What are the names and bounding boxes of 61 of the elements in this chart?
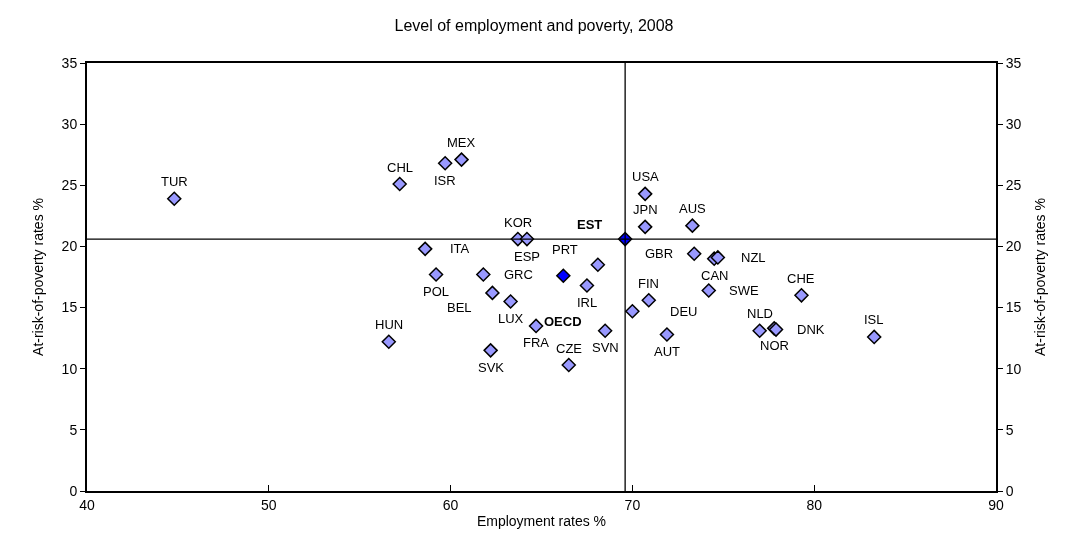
annotation: CHL xyxy=(387,160,414,175)
annotation: MEX xyxy=(447,135,476,150)
chart-title: Level of employment and poverty, 2008 xyxy=(394,16,674,34)
annotation: CHE xyxy=(787,271,815,286)
y-tick-label: 20 xyxy=(61,238,78,255)
y-tick-label: 15 xyxy=(61,299,78,316)
annotation: NLD xyxy=(747,306,774,321)
y2-tick-label: 10 xyxy=(1005,360,1022,377)
y-tick-label: 5 xyxy=(69,421,78,438)
annotation: IRL xyxy=(577,295,598,310)
annotation: ITA xyxy=(450,241,470,256)
annotation: KOR xyxy=(504,215,533,230)
x-tick-label: 80 xyxy=(806,496,823,513)
y2-tick-label: 30 xyxy=(1005,116,1022,133)
annotation: DEU xyxy=(670,304,698,319)
annotation: SVK xyxy=(478,360,505,375)
x-tick-label: 40 xyxy=(79,496,95,513)
y-tick-label: 35 xyxy=(61,54,78,71)
annotation: ISR xyxy=(434,173,456,188)
annotation: SVN xyxy=(592,340,619,355)
y2-tick-label: 15 xyxy=(1005,299,1022,316)
x-axis-title: Employment rates % xyxy=(476,512,607,529)
annotation: GRC xyxy=(504,267,533,282)
annotation: HUN xyxy=(375,317,404,332)
y-tick-label: 0 xyxy=(69,482,78,499)
y-axis-title: At-risk-of-poverty rates % xyxy=(29,198,46,356)
annotation: GBR xyxy=(645,246,674,261)
y2-tick-label: 0 xyxy=(1005,482,1014,499)
annotation: TUR xyxy=(161,174,188,189)
y2-tick-label: 5 xyxy=(1005,421,1014,438)
y2-tick-label: 35 xyxy=(1005,54,1022,71)
annotation: POL xyxy=(423,284,450,299)
y-tick-label: 25 xyxy=(61,177,78,194)
x-tick-label: 50 xyxy=(261,496,277,513)
y-tick-label: 30 xyxy=(61,116,78,133)
annotation: SWE xyxy=(729,283,759,298)
y2-tick-label: 25 xyxy=(1005,177,1022,194)
annotation: AUT xyxy=(654,344,681,359)
annotation: PRT xyxy=(552,242,578,257)
annotation: FIN xyxy=(638,276,659,291)
annotation: NOR xyxy=(760,338,789,353)
x-tick-label: 60 xyxy=(442,496,459,513)
y2-axis-title: At-risk-of-poverty rates % xyxy=(1032,198,1049,356)
annotation: OECD xyxy=(544,314,582,329)
y-tick-label: 10 xyxy=(61,360,78,377)
annotation: LUX xyxy=(498,311,524,326)
annotation: CZE xyxy=(556,341,583,356)
annotation: FRA xyxy=(523,335,550,350)
annotation: ESP xyxy=(514,249,541,264)
annotation: JPN xyxy=(633,202,658,217)
annotation: DNK xyxy=(797,322,825,337)
x-tick-label: 90 xyxy=(988,496,1004,513)
x-tick-label: 70 xyxy=(624,496,641,513)
annotation: ISL xyxy=(864,312,884,327)
annotation: BEL xyxy=(447,300,472,315)
annotation: NZL xyxy=(741,250,766,265)
annotation: CAN xyxy=(701,268,729,283)
annotation: AUS xyxy=(679,201,707,216)
y2-tick-label: 20 xyxy=(1005,238,1022,255)
annotation: EST xyxy=(577,217,603,232)
annotation: USA xyxy=(632,169,660,184)
